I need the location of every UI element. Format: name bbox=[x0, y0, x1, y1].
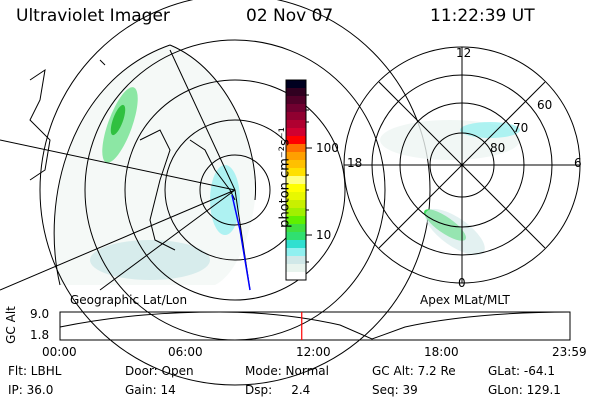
colorbar-frame bbox=[285, 79, 307, 281]
polar-plot bbox=[343, 46, 581, 284]
info-mode: Mode: Normal bbox=[245, 364, 329, 378]
colorbar-swatch bbox=[286, 208, 306, 217]
colorbar-swatch bbox=[286, 192, 306, 201]
mlt-label-0: 0 bbox=[458, 276, 466, 290]
colorbar-label: photon cm⁻²s⁻¹ bbox=[277, 127, 293, 228]
mlt-label-6: 6 bbox=[574, 156, 582, 170]
xtick-1800: 18:00 bbox=[424, 345, 459, 359]
xtick-1200: 12:00 bbox=[296, 345, 331, 359]
colorbar-swatch bbox=[286, 80, 306, 89]
colorbar-swatch bbox=[286, 160, 306, 169]
timeline-ymax: 9.0 bbox=[30, 307, 50, 321]
colorbar-swatch bbox=[286, 184, 306, 193]
colorbar-swatch bbox=[286, 120, 306, 129]
colorbar-swatch bbox=[286, 272, 306, 281]
mlt-label-18: 18 bbox=[347, 156, 363, 170]
colorbar-swatch bbox=[286, 232, 306, 241]
colorbar-swatch bbox=[286, 144, 306, 153]
colorbar-swatch bbox=[286, 248, 306, 257]
xtick-2359: 23:59 bbox=[552, 345, 587, 359]
colorbar-swatch bbox=[286, 104, 306, 113]
colorbar bbox=[286, 80, 306, 281]
time-label: 11:22:39 UT bbox=[430, 6, 535, 26]
mlat-label-80: 80 bbox=[490, 141, 506, 155]
auroral-emission bbox=[54, 45, 256, 285]
date-label: 02 Nov 07 bbox=[246, 6, 334, 26]
geo-panel-label: Geographic Lat/Lon bbox=[70, 293, 188, 307]
info-glat: GLat: -64.1 bbox=[488, 364, 555, 378]
colorbar-swatch bbox=[286, 112, 306, 121]
colorbar-swatch bbox=[286, 224, 306, 233]
info-door: Door: Open bbox=[125, 364, 194, 378]
colorbar-swatch bbox=[286, 136, 306, 145]
mlt-label-12: 12 bbox=[456, 46, 472, 60]
xtick-0600: 06:00 bbox=[168, 345, 203, 359]
colorbar-swatch bbox=[286, 88, 306, 97]
timeline-ylabel: GC Alt bbox=[3, 306, 18, 344]
mlat-label-60: 60 bbox=[537, 98, 553, 112]
info-gain: Gain: 14 bbox=[125, 383, 176, 397]
info-gc-alt: GC Alt: 7.2 Re bbox=[372, 364, 456, 378]
colorbar-swatch bbox=[286, 128, 306, 137]
info-dsp: Dsp: 2.4 bbox=[245, 383, 311, 397]
colorbar-ticks bbox=[306, 94, 312, 263]
colorbar-swatch bbox=[286, 200, 306, 209]
xtick-0000: 00:00 bbox=[42, 345, 77, 359]
colorbar-swatch bbox=[286, 216, 306, 225]
colorbar-swatch bbox=[286, 96, 306, 105]
mlat-label-70: 70 bbox=[513, 121, 529, 135]
colorbar-swatch bbox=[286, 240, 306, 249]
colorbar-tick-100: 100 bbox=[316, 141, 339, 155]
geographic-map bbox=[0, 0, 431, 386]
info-ip: IP: 36.0 bbox=[8, 383, 54, 397]
colorbar-swatch bbox=[286, 176, 306, 185]
timeline-ymin: 1.8 bbox=[30, 328, 50, 342]
colorbar-tick-10: 10 bbox=[316, 228, 332, 242]
colorbar-swatch bbox=[286, 264, 306, 273]
info-seq: Seq: 39 bbox=[372, 383, 418, 397]
info-filter: Flt: LBHL bbox=[8, 364, 62, 378]
colorbar-swatch bbox=[286, 168, 306, 177]
info-glon: GLon: 129.1 bbox=[488, 383, 561, 397]
colorbar-swatch bbox=[286, 256, 306, 265]
instrument-title: Ultraviolet Imager bbox=[16, 6, 170, 26]
altitude-timeline bbox=[59, 311, 571, 341]
polar-panel-label: Apex MLat/MLT bbox=[420, 293, 510, 307]
colorbar-swatch bbox=[286, 152, 306, 161]
